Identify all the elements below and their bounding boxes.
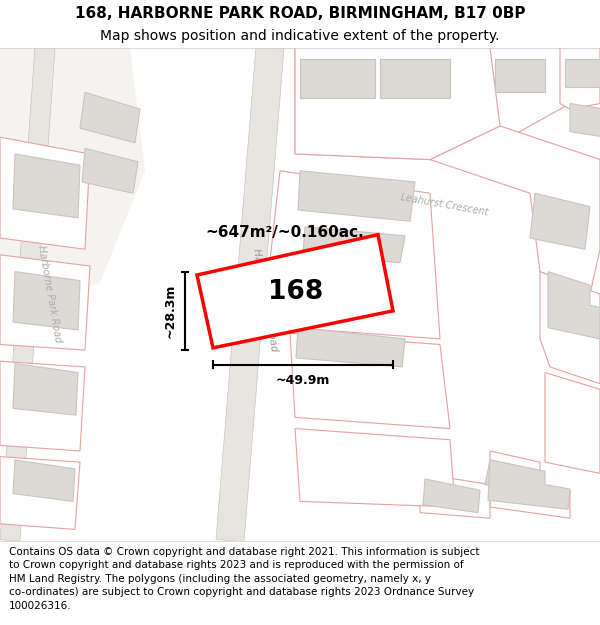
Polygon shape [490,48,570,137]
Polygon shape [430,126,600,294]
Polygon shape [296,328,405,367]
Polygon shape [530,193,590,249]
Polygon shape [488,460,570,509]
Polygon shape [298,171,415,221]
Text: Harborne Park Road: Harborne Park Road [37,245,64,343]
Polygon shape [423,479,480,512]
Polygon shape [565,59,600,87]
Polygon shape [490,451,570,518]
Text: Harborne Park Road: Harborne Park Road [251,248,279,352]
Polygon shape [420,473,490,518]
Polygon shape [270,171,440,339]
Polygon shape [290,333,450,429]
Polygon shape [295,48,500,159]
Text: Contains OS data © Crown copyright and database right 2021. This information is : Contains OS data © Crown copyright and d… [9,546,479,611]
Text: Map shows position and indicative extent of the property.: Map shows position and indicative extent… [100,29,500,42]
Text: Leahurst Crescent: Leahurst Crescent [400,192,490,217]
Polygon shape [0,47,55,541]
Polygon shape [485,460,540,494]
Polygon shape [197,234,393,348]
Polygon shape [548,272,600,339]
Polygon shape [13,460,75,501]
Polygon shape [13,272,80,330]
Polygon shape [82,148,138,193]
Polygon shape [80,92,140,142]
Polygon shape [295,429,455,507]
Text: ~49.9m: ~49.9m [276,374,330,387]
Polygon shape [495,59,545,92]
Polygon shape [380,59,450,98]
Polygon shape [300,59,375,98]
Polygon shape [570,104,600,137]
Polygon shape [0,48,145,316]
Text: 168, HARBORNE PARK ROAD, BIRMINGHAM, B17 0BP: 168, HARBORNE PARK ROAD, BIRMINGHAM, B17… [75,6,525,21]
Polygon shape [13,364,78,415]
Polygon shape [216,46,284,542]
Polygon shape [13,154,80,218]
Polygon shape [295,48,500,159]
Polygon shape [0,137,90,249]
Text: ~647m²/~0.160ac.: ~647m²/~0.160ac. [205,225,364,240]
Polygon shape [0,361,85,451]
Text: 168: 168 [268,279,323,305]
Text: ~28.3m: ~28.3m [164,284,177,338]
Polygon shape [560,48,600,109]
Polygon shape [540,272,600,384]
Polygon shape [545,372,600,473]
Polygon shape [303,227,405,262]
Polygon shape [0,255,90,350]
Polygon shape [0,457,80,529]
